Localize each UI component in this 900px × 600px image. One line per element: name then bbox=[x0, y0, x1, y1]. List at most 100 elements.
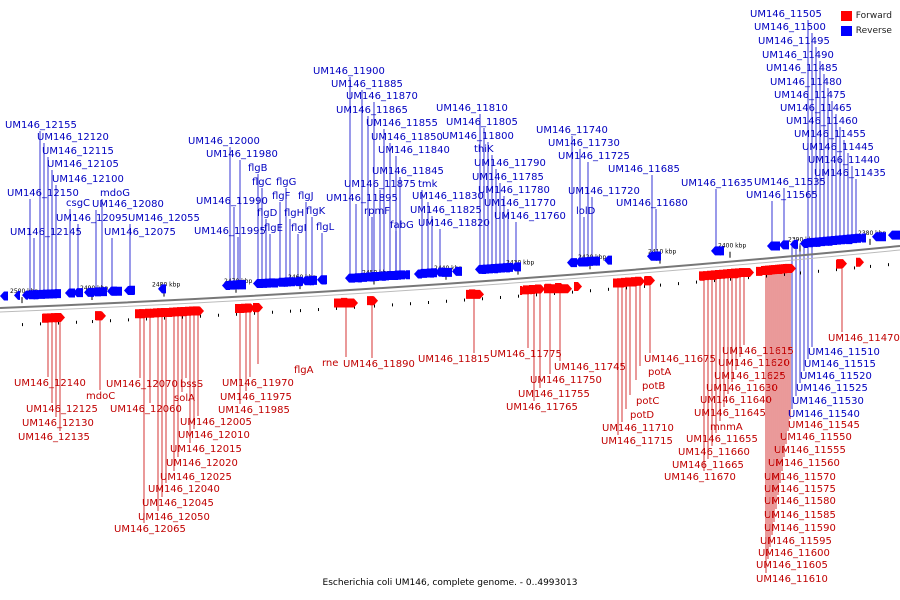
reverse-gene-label[interactable]: UM146_11515 bbox=[804, 359, 876, 370]
reverse-gene-label[interactable]: csgC bbox=[66, 198, 90, 209]
gene-arrow[interactable] bbox=[530, 285, 536, 295]
reverse-gene-label[interactable]: UM146_12075 bbox=[104, 227, 176, 238]
forward-gene-label[interactable]: UM146_11575 bbox=[764, 484, 836, 495]
gene-arrow[interactable] bbox=[390, 271, 398, 281]
gene-arrow[interactable] bbox=[630, 277, 640, 287]
forward-gene-label[interactable]: UM146_11970 bbox=[222, 378, 294, 389]
reverse-gene-label[interactable]: UM146_12095 bbox=[56, 213, 128, 224]
gene-arrow[interactable] bbox=[779, 240, 789, 250]
gene-arrow[interactable] bbox=[756, 266, 766, 276]
reverse-gene-label[interactable]: flgG bbox=[276, 177, 296, 188]
gene-arrow[interactable] bbox=[490, 264, 498, 274]
reverse-gene-label[interactable]: UM146_12115 bbox=[42, 146, 114, 157]
gene-arrow[interactable] bbox=[567, 258, 577, 268]
forward-gene-label[interactable]: UM146_11555 bbox=[774, 445, 846, 456]
reverse-gene-label[interactable]: UM146_11505 bbox=[750, 9, 822, 20]
reverse-gene-label[interactable]: UM146_11780 bbox=[478, 185, 550, 196]
gene-arrow[interactable] bbox=[790, 239, 798, 249]
reverse-gene-label[interactable]: UM146_11455 bbox=[794, 129, 866, 140]
gene-arrow[interactable] bbox=[51, 289, 61, 299]
gene-arrow[interactable] bbox=[452, 266, 462, 276]
gene-arrow[interactable] bbox=[96, 311, 106, 321]
forward-gene-label[interactable]: UM146_12010 bbox=[178, 430, 250, 441]
forward-gene-label[interactable]: potB bbox=[642, 381, 665, 392]
gene-arrow[interactable] bbox=[180, 307, 190, 317]
forward-gene-label[interactable]: UM146_12140 bbox=[14, 378, 86, 389]
reverse-gene-label[interactable]: UM146_11500 bbox=[754, 22, 826, 33]
reverse-gene-label[interactable]: UM146_11855 bbox=[366, 118, 438, 129]
gene-arrow[interactable] bbox=[140, 309, 148, 319]
gene-arrow[interactable] bbox=[842, 235, 852, 245]
reverse-gene-label[interactable]: flgH bbox=[284, 208, 304, 219]
forward-gene-label[interactable]: UM146_12050 bbox=[138, 512, 210, 523]
gene-arrow[interactable] bbox=[535, 284, 545, 294]
gene-arrow[interactable] bbox=[502, 263, 510, 273]
gene-arrow[interactable] bbox=[222, 281, 230, 291]
forward-gene-label[interactable]: UM146_11715 bbox=[601, 436, 673, 447]
forward-gene-label[interactable]: potC bbox=[636, 396, 659, 407]
reverse-gene-label[interactable]: UM146_11730 bbox=[548, 138, 620, 149]
forward-gene-label[interactable]: UM146_12015 bbox=[170, 444, 242, 455]
reverse-gene-label[interactable]: UM146_11465 bbox=[780, 103, 852, 114]
gene-arrow[interactable] bbox=[14, 290, 20, 300]
gene-arrow[interactable] bbox=[872, 232, 886, 242]
gene-arrow[interactable] bbox=[334, 298, 358, 308]
forward-gene-label[interactable]: mnmA bbox=[710, 422, 743, 433]
gene-arrow[interactable] bbox=[370, 296, 378, 306]
gene-arrow[interactable] bbox=[166, 307, 176, 317]
gene-arrow[interactable] bbox=[84, 287, 94, 297]
reverse-gene-label[interactable]: UM146_11495 bbox=[758, 36, 830, 47]
forward-gene-label[interactable]: mdoC bbox=[86, 391, 115, 402]
forward-gene-label[interactable]: UM146_12060 bbox=[110, 404, 182, 415]
gene-arrow[interactable] bbox=[280, 277, 288, 287]
reverse-gene-label[interactable]: UM146_12145 bbox=[10, 227, 82, 238]
forward-gene-label[interactable]: UM146_12045 bbox=[142, 498, 214, 509]
forward-gene-label[interactable]: UM146_11570 bbox=[764, 472, 836, 483]
reverse-gene-label[interactable]: UM146_11760 bbox=[494, 211, 566, 222]
forward-gene-label[interactable]: UM146_12135 bbox=[18, 432, 90, 443]
forward-gene-label[interactable]: UM146_11630 bbox=[706, 383, 778, 394]
reverse-gene-label[interactable]: UM146_11805 bbox=[446, 117, 518, 128]
gene-arrow[interactable] bbox=[30, 290, 38, 300]
gene-arrow[interactable] bbox=[730, 269, 742, 279]
gene-arrow[interactable] bbox=[580, 257, 588, 267]
forward-gene-label[interactable]: UM146_11610 bbox=[756, 574, 828, 585]
gene-arrow[interactable] bbox=[544, 284, 572, 294]
gene-arrow[interactable] bbox=[366, 272, 374, 282]
reverse-gene-label[interactable]: UM146_11885 bbox=[331, 79, 403, 90]
gene-arrow[interactable] bbox=[240, 304, 248, 314]
gene-arrow[interactable] bbox=[800, 238, 808, 248]
reverse-gene-label[interactable]: rpmF bbox=[364, 206, 390, 217]
gene-arrow[interactable] bbox=[402, 270, 410, 280]
forward-gene-label[interactable]: UM146_11600 bbox=[758, 548, 830, 559]
forward-gene-label[interactable]: UM146_11645 bbox=[694, 408, 766, 419]
reverse-gene-label[interactable]: flgI bbox=[291, 223, 307, 234]
gene-arrow[interactable] bbox=[856, 257, 864, 267]
reverse-gene-label[interactable]: UM146_11785 bbox=[472, 172, 544, 183]
reverse-gene-label[interactable]: UM146_11980 bbox=[206, 149, 278, 160]
reverse-gene-label[interactable]: UM146_11865 bbox=[336, 105, 408, 116]
gene-arrow[interactable] bbox=[108, 286, 122, 296]
forward-gene-label[interactable]: UM146_11660 bbox=[678, 447, 750, 458]
forward-gene-label[interactable]: UM146_11670 bbox=[664, 472, 736, 483]
gene-arrow[interactable] bbox=[158, 284, 166, 294]
reverse-gene-label[interactable]: UM146_12100 bbox=[52, 174, 124, 185]
reverse-gene-label[interactable]: UM146_11770 bbox=[484, 198, 556, 209]
gene-arrow[interactable] bbox=[268, 278, 278, 288]
reverse-gene-label[interactable]: UM146_11680 bbox=[616, 198, 688, 209]
reverse-gene-label[interactable]: UM146_11800 bbox=[442, 131, 514, 142]
reverse-gene-label[interactable]: UM146_11720 bbox=[568, 186, 640, 197]
reverse-gene-label[interactable]: UM146_11475 bbox=[774, 90, 846, 101]
forward-gene-label[interactable]: UM146_11550 bbox=[780, 432, 852, 443]
reverse-gene-label[interactable]: flgB bbox=[248, 163, 268, 174]
forward-gene-label[interactable]: UM146_11590 bbox=[764, 523, 836, 534]
gene-arrow[interactable] bbox=[511, 262, 521, 272]
gene-arrow[interactable] bbox=[22, 290, 28, 300]
forward-gene-label[interactable]: UM146_11560 bbox=[768, 458, 840, 469]
reverse-gene-label[interactable]: flgE bbox=[264, 223, 283, 234]
reverse-gene-label[interactable]: UM146_11510 bbox=[808, 347, 880, 358]
reverse-gene-label[interactable]: UM146_11990 bbox=[196, 196, 268, 207]
reverse-gene-label[interactable]: UM146_11870 bbox=[346, 91, 418, 102]
reverse-gene-label[interactable]: UM146_11845 bbox=[372, 166, 444, 177]
forward-gene-label[interactable]: UM146_11975 bbox=[220, 392, 292, 403]
